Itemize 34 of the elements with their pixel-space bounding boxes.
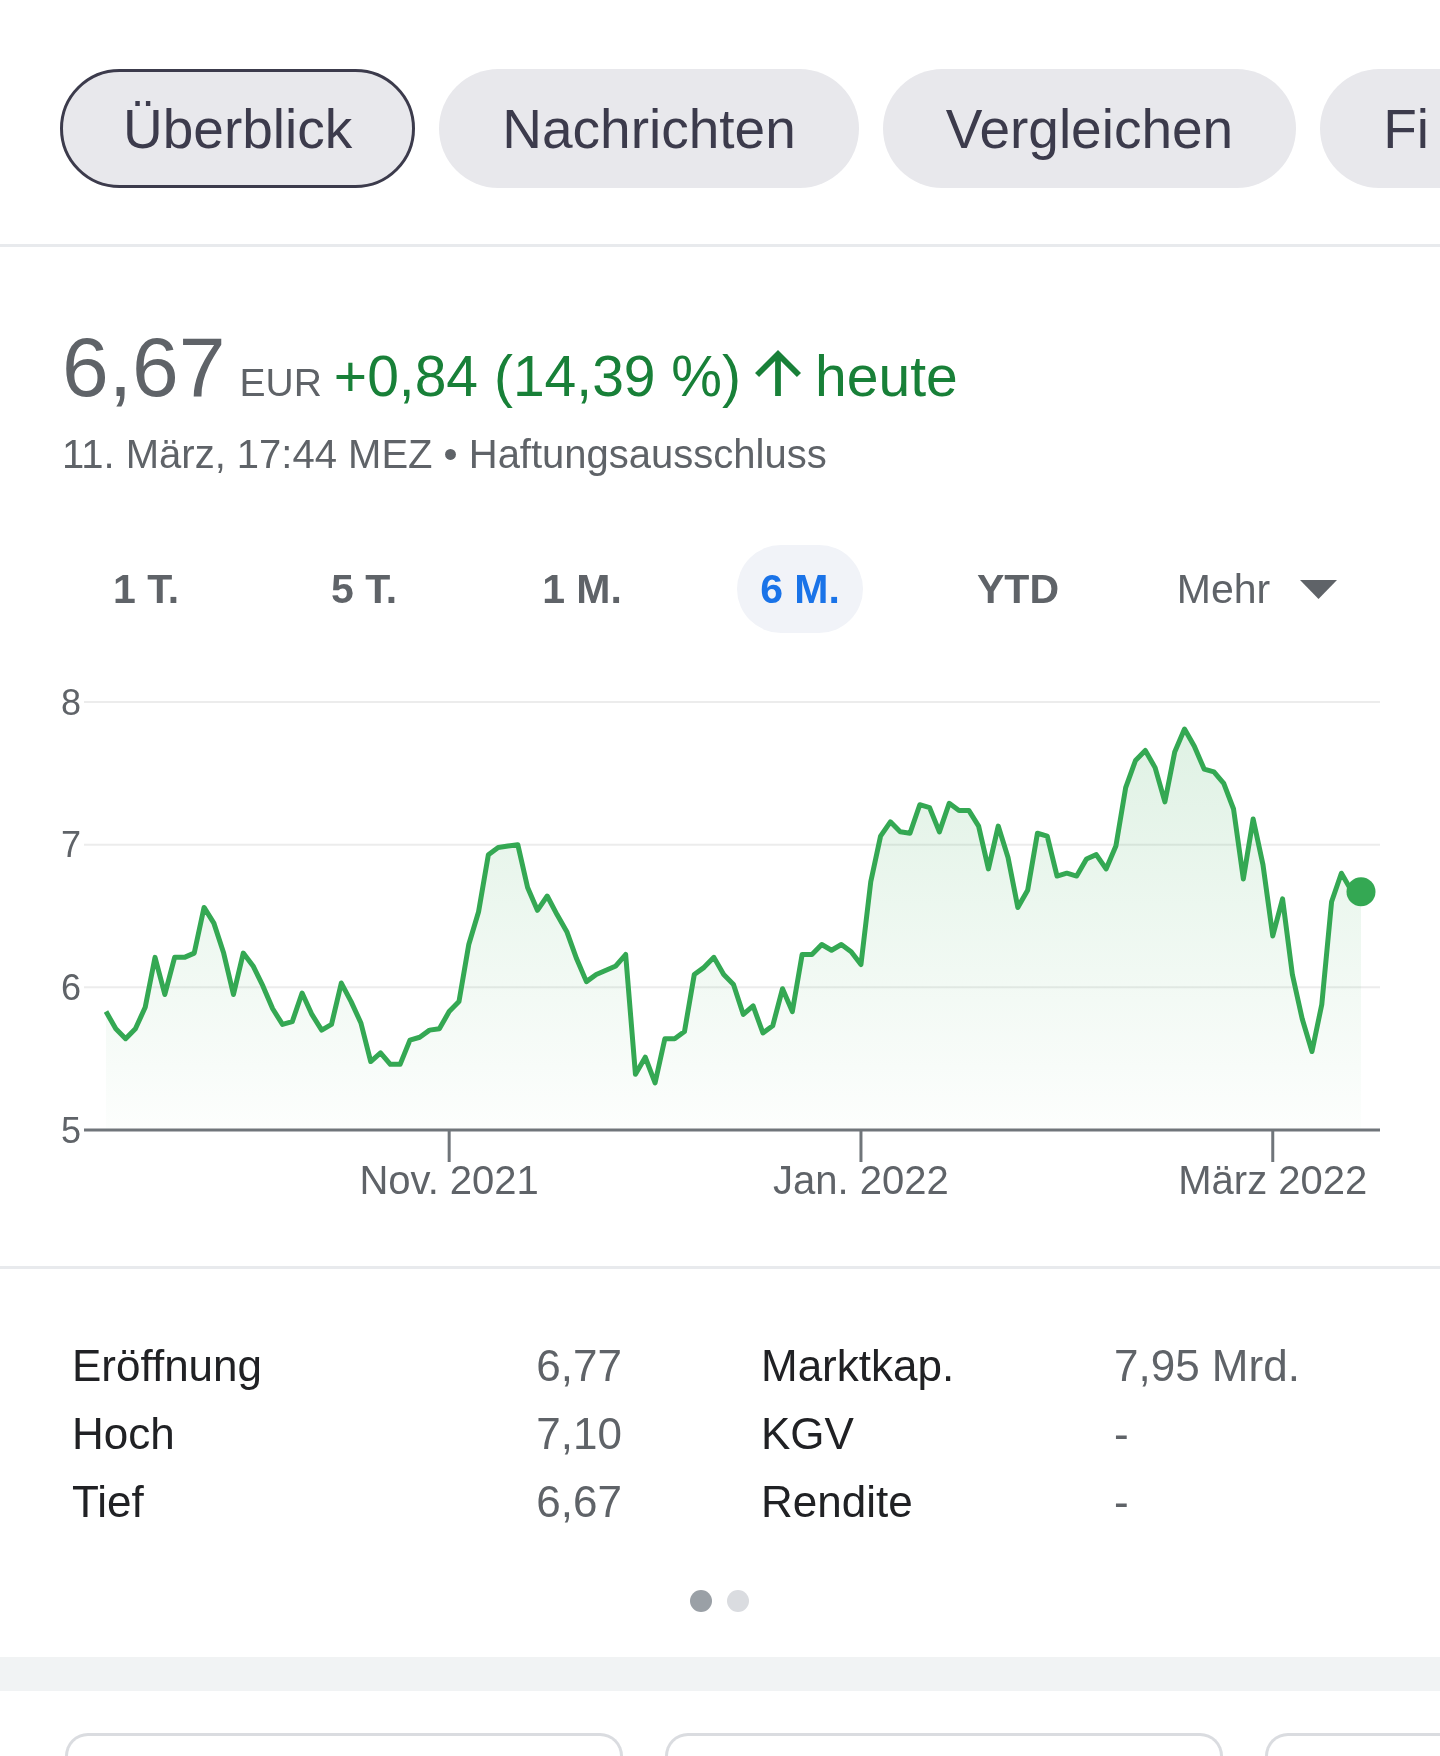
text: 7,95 Mrd. bbox=[1114, 1341, 1300, 1390]
text: EUR bbox=[239, 361, 322, 404]
text: 1 T. bbox=[112, 565, 180, 613]
text: 6,77 bbox=[536, 1341, 622, 1390]
y-tick-label: 8 bbox=[60, 681, 81, 723]
text: Mehr bbox=[1176, 565, 1271, 613]
text: - bbox=[1114, 1477, 1129, 1526]
text: Marktkap. bbox=[761, 1341, 955, 1390]
text: Tief bbox=[72, 1477, 144, 1526]
y-tick-label: 7 bbox=[60, 824, 81, 866]
text: Hoch bbox=[72, 1409, 175, 1458]
text: +0,84 (14,39 %) bbox=[333, 344, 742, 408]
tab-button: Überblick bbox=[60, 69, 416, 188]
tab-button: Nachrichten bbox=[439, 69, 859, 188]
y-tick-label: 5 bbox=[60, 1109, 81, 1151]
tab-button: Fi bbox=[1320, 69, 1440, 188]
text: Rendite bbox=[761, 1477, 913, 1526]
text: KGV bbox=[761, 1409, 854, 1458]
chart-title: 6,67 bbox=[62, 320, 226, 414]
x-tick-label: Jan. 2022 bbox=[773, 1158, 949, 1203]
selected-range-button: 6 M. bbox=[737, 545, 863, 633]
chart-subtitle: 11. März, 17:44 MEZ • Haftungsausschluss bbox=[62, 432, 827, 476]
text: 1 M. bbox=[542, 565, 622, 613]
text: heute bbox=[815, 344, 958, 408]
x-tick-label: März 2022 bbox=[1178, 1158, 1368, 1203]
tab-button: Vergleichen bbox=[882, 69, 1297, 188]
text: - bbox=[1114, 1409, 1129, 1458]
text: Eröffnung bbox=[72, 1341, 263, 1390]
text: YTD bbox=[977, 565, 1059, 613]
text: 7,10 bbox=[536, 1409, 622, 1458]
text: 5 T. bbox=[330, 565, 398, 613]
x-tick-label: Nov. 2021 bbox=[359, 1158, 539, 1203]
y-tick-label: 6 bbox=[60, 967, 81, 1009]
text: 6,67 bbox=[536, 1477, 622, 1526]
